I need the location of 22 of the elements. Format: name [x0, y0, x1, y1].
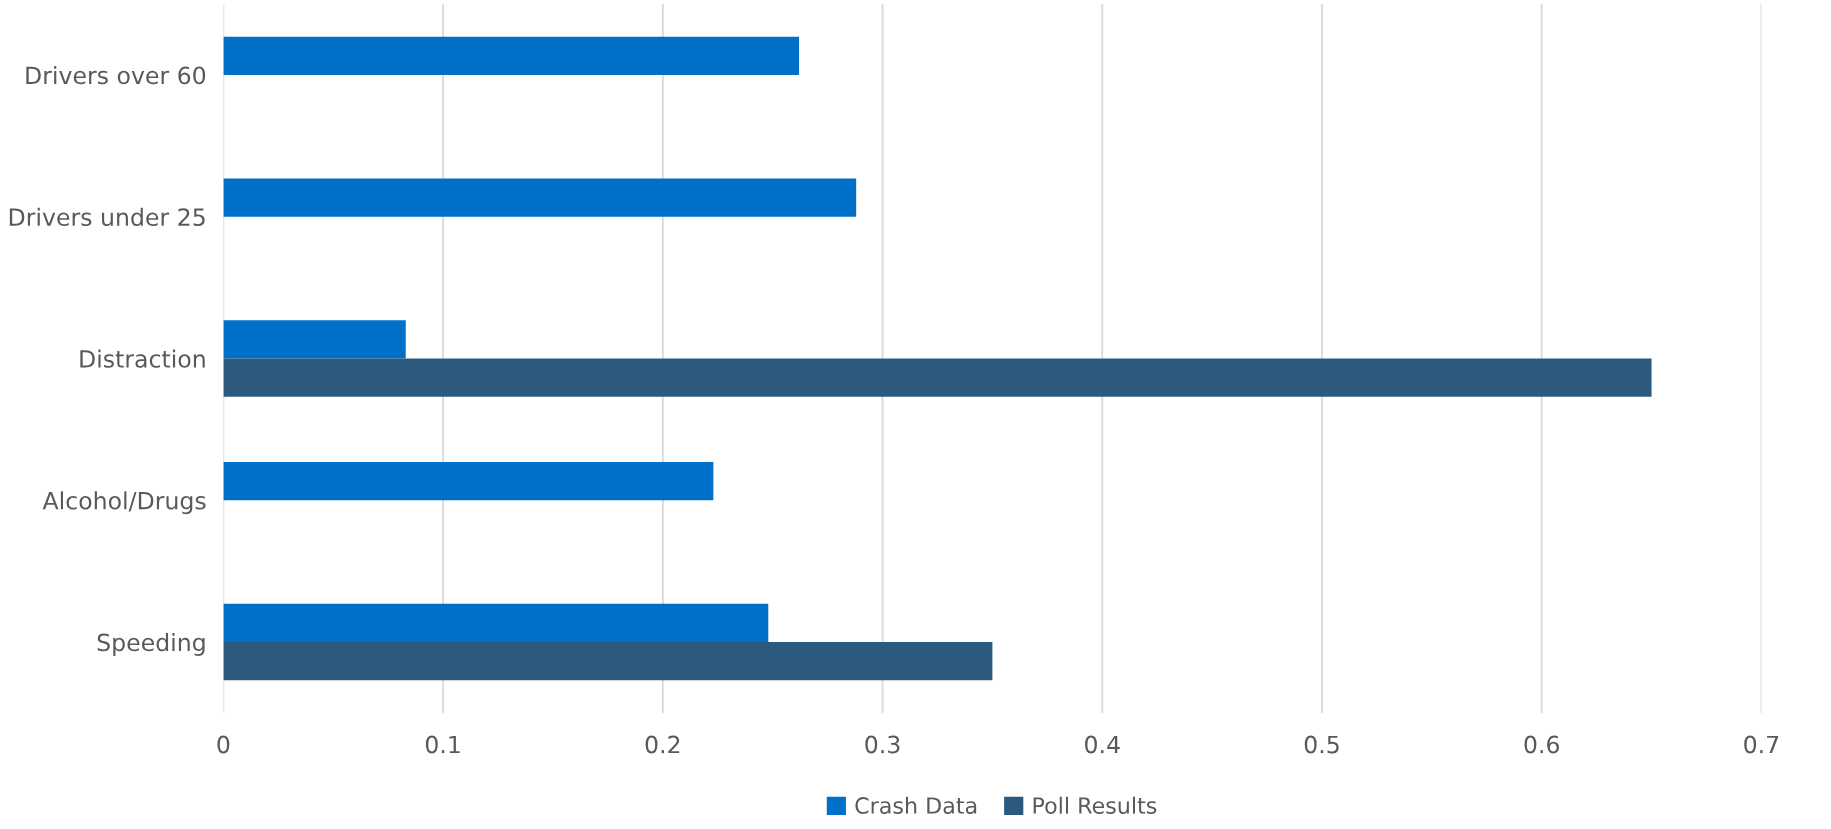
- x-tick-label: 0.2: [645, 735, 680, 754]
- bar: [223, 642, 993, 681]
- bar: [223, 178, 857, 217]
- x-tick-label: 0: [217, 735, 230, 754]
- legend-label: Poll Results: [1033, 796, 1157, 814]
- y-tick-label: Drivers over 60: [26, 66, 206, 85]
- x-tick-label: 0.4: [1085, 735, 1120, 754]
- bar: [223, 462, 714, 501]
- bar: [223, 36, 800, 76]
- x-tick-label: 0.5: [1304, 735, 1339, 754]
- y-tick-label: Speeding: [97, 633, 205, 656]
- x-tick-label: 0.1: [425, 735, 460, 754]
- x-tick-label: 0.7: [1744, 735, 1779, 754]
- y-tick-label: Distraction: [80, 349, 205, 368]
- x-tick-label: 0.6: [1524, 735, 1559, 754]
- y-tick-label: Alcohol/Drugs: [42, 491, 206, 515]
- bar: [223, 358, 1652, 397]
- legend-label: Crash Data: [855, 796, 977, 814]
- y-tick-label: Drivers under 25: [9, 207, 205, 227]
- bar: [223, 603, 769, 643]
- bar: [223, 320, 406, 359]
- x-tick-label: 0.3: [865, 735, 900, 754]
